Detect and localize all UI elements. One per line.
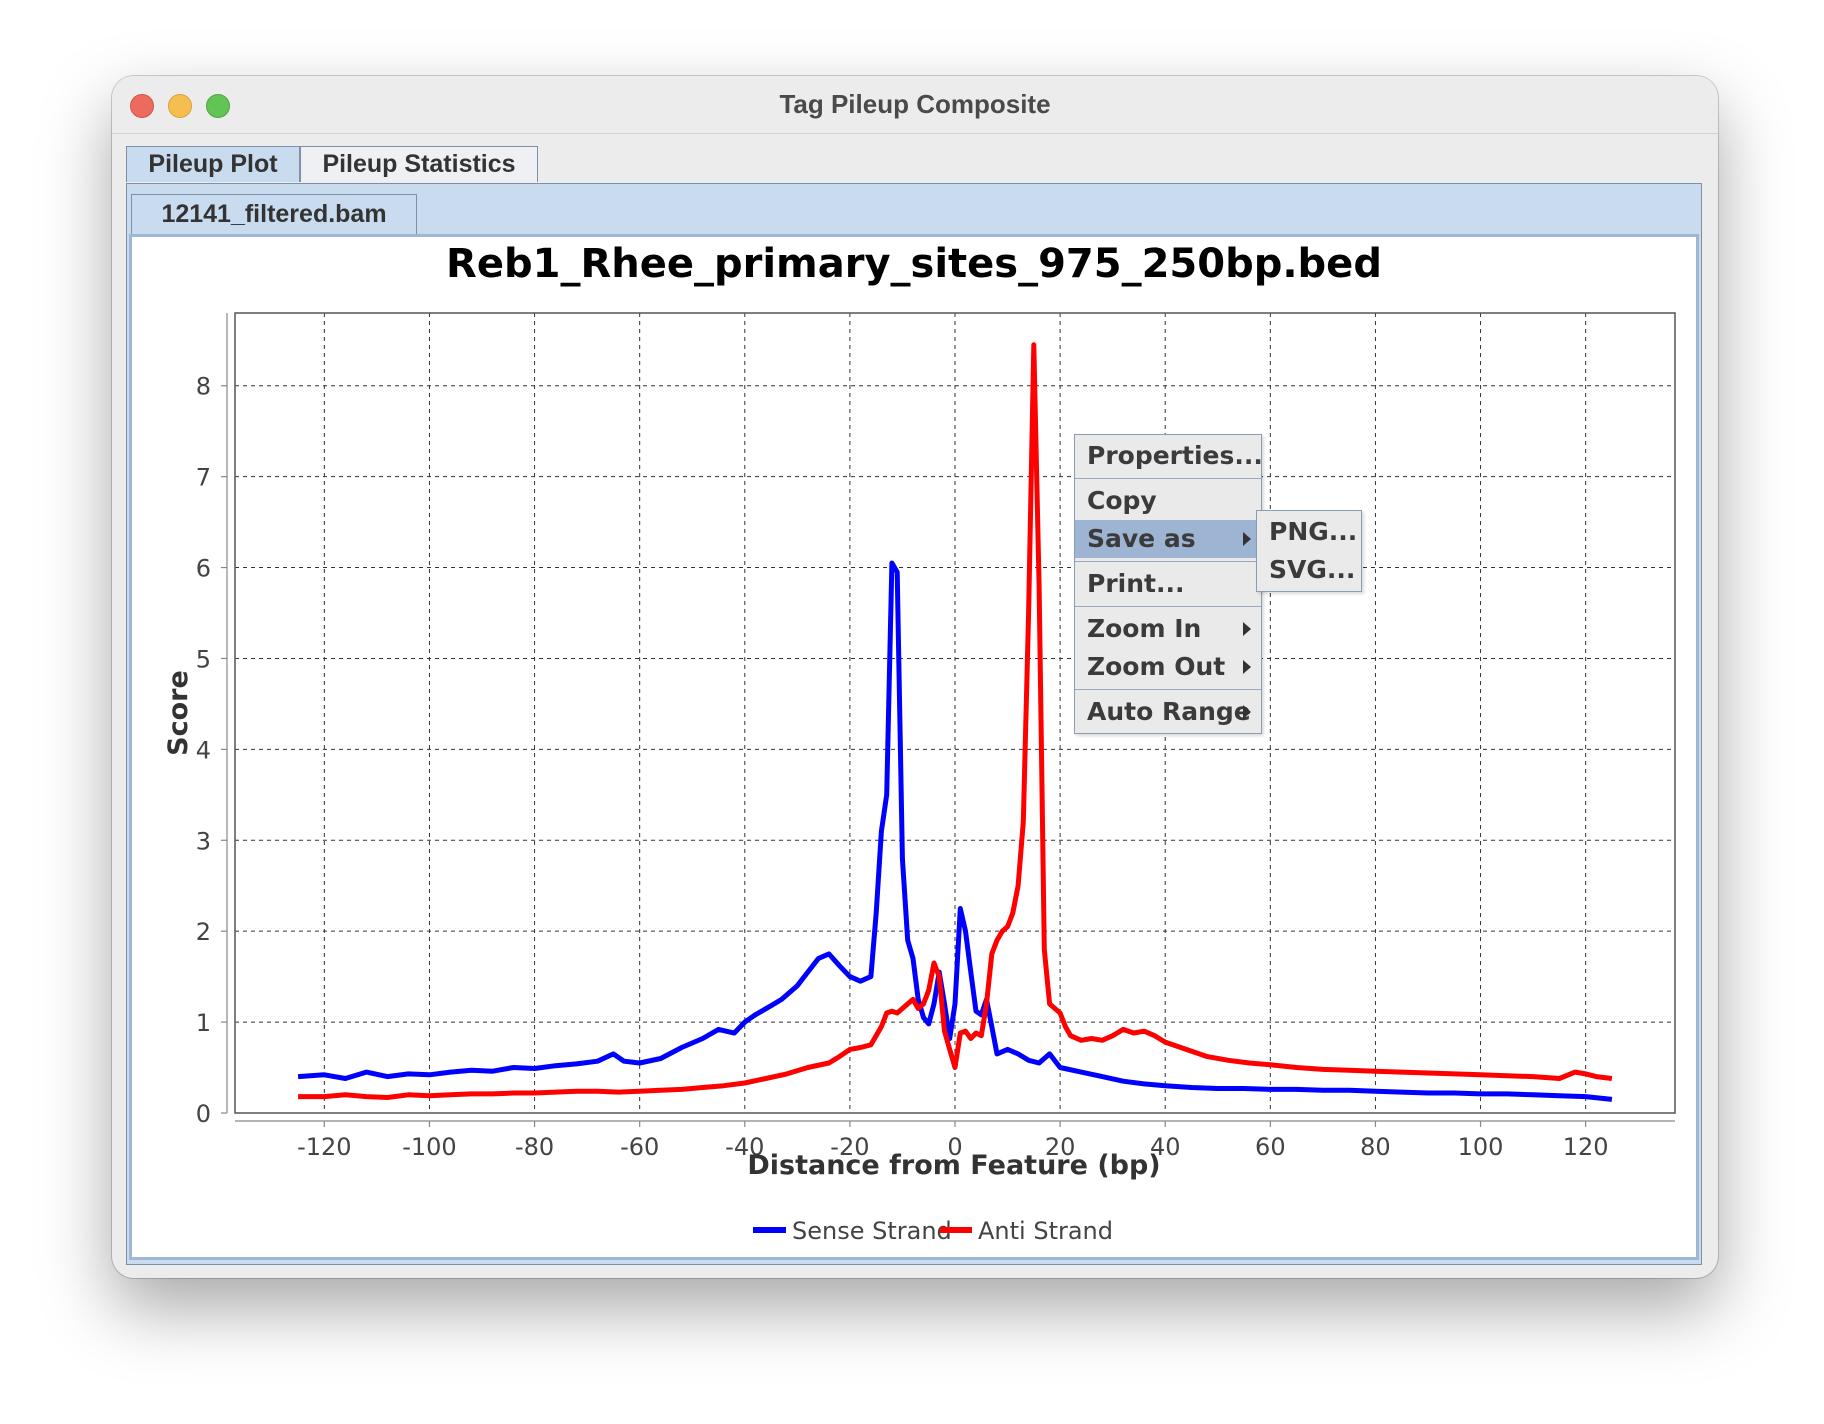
menu-separator xyxy=(1075,478,1261,479)
y-tick-label: 7 xyxy=(196,464,211,492)
tab-pileup-statistics[interactable]: Pileup Statistics xyxy=(300,146,538,182)
menu-item-zoom-out[interactable]: Zoom Out xyxy=(1075,648,1261,686)
legend-label-sense: Sense Strand xyxy=(792,1217,952,1245)
x-tick-label: 120 xyxy=(1563,1133,1609,1161)
y-tick-label: 0 xyxy=(196,1100,211,1128)
submenu-arrow-icon xyxy=(1243,660,1251,674)
submenu-arrow-icon xyxy=(1243,532,1251,546)
y-tick-label: 5 xyxy=(196,645,211,673)
menu-separator xyxy=(1075,606,1261,607)
menu-item-zoom-out-label: Zoom Out xyxy=(1087,652,1226,681)
menu-item-save-as[interactable]: Save as xyxy=(1075,520,1261,558)
menu-item-zoom-in-label: Zoom In xyxy=(1087,614,1202,643)
chart-svg: Reb1_Rhee_primary_sites_975_250bp.bed -1… xyxy=(163,241,1676,1245)
pileup-plot-panel: 12141_filtered.bam Reb1_Rhee_primary_sit… xyxy=(126,183,1702,1265)
x-tick-label: 100 xyxy=(1458,1133,1504,1161)
menu-separator xyxy=(1075,561,1261,562)
x-tick-label: 20 xyxy=(1045,1133,1076,1161)
menu-item-save-png[interactable]: PNG... xyxy=(1269,517,1358,546)
y-tick-label: 3 xyxy=(196,827,211,855)
legend: Sense Strand Anti Strand xyxy=(753,1217,1113,1245)
submenu-arrow-icon xyxy=(1243,622,1251,636)
x-tick-label: 60 xyxy=(1255,1133,1286,1161)
menu-separator xyxy=(1075,689,1261,690)
menu-item-auto-range-label: Auto Range xyxy=(1087,697,1251,726)
menu-item-print-label: Print... xyxy=(1087,569,1185,598)
x-tick-label: -20 xyxy=(830,1133,869,1161)
save-as-submenu: PNG... SVG... xyxy=(1256,510,1362,592)
series-line-sense xyxy=(297,560,1613,1102)
chart-context-menu: Properties... Copy Save as Print... Zoom… xyxy=(1074,434,1263,734)
x-tick-label: 0 xyxy=(947,1133,962,1161)
series-line-anti xyxy=(298,342,1613,1100)
menu-item-properties-label: Properties... xyxy=(1087,441,1263,470)
submenu-arrow-icon xyxy=(1243,705,1251,719)
menu-item-auto-range[interactable]: Auto Range xyxy=(1075,693,1261,731)
menu-item-zoom-in[interactable]: Zoom In xyxy=(1075,610,1261,648)
y-axis-label: Score xyxy=(163,670,194,756)
menu-item-copy-label: Copy xyxy=(1087,486,1157,515)
chart-title: Reb1_Rhee_primary_sites_975_250bp.bed xyxy=(446,241,1382,287)
window-title: Tag Pileup Composite xyxy=(779,89,1051,119)
menu-item-properties[interactable]: Properties... xyxy=(1075,437,1263,475)
menu-item-print[interactable]: Print... xyxy=(1075,565,1261,603)
x-axis-label: Distance from Feature (bp) xyxy=(747,1150,1160,1181)
x-tick-label: -60 xyxy=(620,1133,659,1161)
x-tick-label: -100 xyxy=(402,1133,456,1161)
close-window-button[interactable] xyxy=(130,94,154,118)
y-tick-label: 4 xyxy=(196,736,211,764)
menu-item-copy[interactable]: Copy xyxy=(1075,482,1261,520)
legend-label-anti: Anti Strand xyxy=(978,1217,1113,1245)
menu-item-save-as-label: Save as xyxy=(1087,524,1196,553)
chart-series xyxy=(297,342,1613,1102)
plot-frame xyxy=(234,312,1676,1114)
y-tick-label: 1 xyxy=(196,1009,211,1037)
app-window: Tag Pileup Composite Pileup Plot Pileup … xyxy=(112,76,1718,1278)
y-axis: 0 1 2 3 4 5 6 7 8 xyxy=(196,313,228,1128)
tab-pileup-plot[interactable]: Pileup Plot xyxy=(126,146,300,182)
tab-file[interactable]: 12141_filtered.bam xyxy=(131,194,417,234)
y-tick-label: 2 xyxy=(196,918,211,946)
x-tick-label: -80 xyxy=(515,1133,554,1161)
x-tick-label: 40 xyxy=(1150,1133,1181,1161)
minimize-window-button[interactable] xyxy=(168,94,192,118)
chart-panel: Reb1_Rhee_primary_sites_975_250bp.bed -1… xyxy=(129,234,1699,1260)
maximize-window-button[interactable] xyxy=(206,94,230,118)
chart-area[interactable]: Reb1_Rhee_primary_sites_975_250bp.bed -1… xyxy=(132,237,1696,1257)
title-bar: Tag Pileup Composite xyxy=(112,76,1718,134)
x-axis: -120 -100 -80 -60 -40 -20 0 20 40 60 80 100 120 xyxy=(235,1120,1675,1161)
y-tick-label: 8 xyxy=(196,373,211,401)
y-tick-label: 6 xyxy=(196,555,211,583)
x-tick-label: 80 xyxy=(1360,1133,1391,1161)
menu-item-save-svg[interactable]: SVG... xyxy=(1269,555,1356,584)
x-tick-label: -40 xyxy=(725,1133,764,1161)
x-tick-label: -120 xyxy=(297,1133,351,1161)
